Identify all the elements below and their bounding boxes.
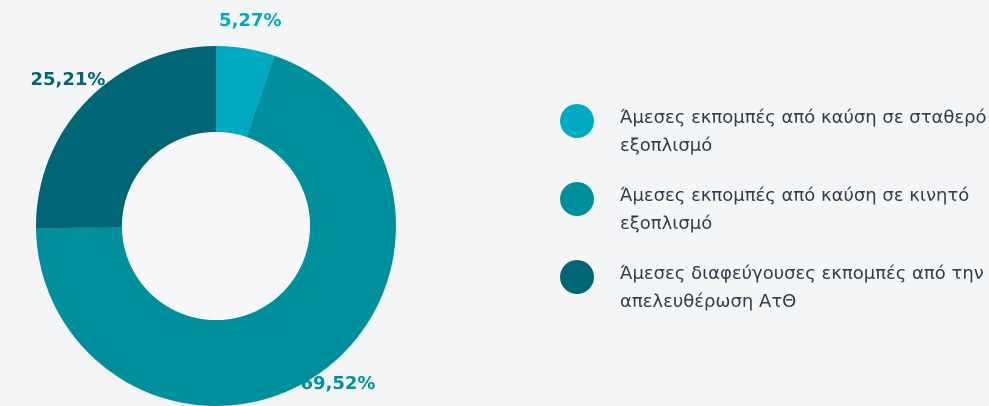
donut-hole xyxy=(122,132,310,320)
value-label: 5,27% xyxy=(219,10,281,31)
chart: 5,27% 69,52% 25,21% xyxy=(30,10,396,406)
legend-swatch xyxy=(560,260,594,294)
legend-label: Άμεσες εκπομπές από καύση σε κινητό εξοπ… xyxy=(620,185,970,234)
legend-label: Άμεσες διαφεύγουσες εκπομπές από την απε… xyxy=(620,263,984,312)
slice xyxy=(216,46,275,138)
legend-item: Άμεσες εκπομπές από καύση σε σταθερό εξο… xyxy=(560,104,989,160)
legend-swatch xyxy=(560,182,594,216)
slice xyxy=(36,55,396,406)
value-label: 69,52% xyxy=(300,373,375,394)
value-label: 25,21% xyxy=(30,69,105,90)
legend-item: Άμεσες εκπομπές από καύση σε κινητό εξοπ… xyxy=(560,182,989,238)
legend: Άμεσες εκπομπές από καύση σε σταθερό εξο… xyxy=(560,104,989,338)
slice xyxy=(35,46,216,229)
legend-label: Άμεσες εκπομπές από καύση σε σταθερό εξο… xyxy=(620,107,987,156)
legend-item: Άμεσες διαφεύγουσες εκπομπές από την απε… xyxy=(560,260,989,316)
legend-swatch xyxy=(560,104,594,138)
